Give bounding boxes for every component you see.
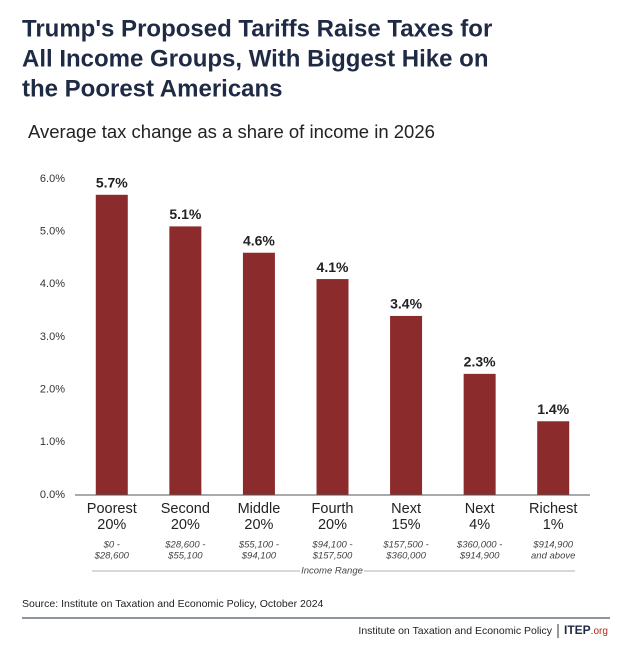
income-range: $914,900 xyxy=(459,551,500,562)
value-label: 3.4% xyxy=(390,296,422,312)
x-tick-label: Poorest xyxy=(87,501,137,517)
y-tick-label: 0.0% xyxy=(40,489,65,501)
income-range-label: Income Range xyxy=(301,566,363,577)
footer-logo: ITEP.org xyxy=(564,623,608,637)
x-tick-label: Middle xyxy=(238,501,281,517)
income-range: $28,600 - xyxy=(164,540,205,551)
bar xyxy=(316,279,349,495)
y-tick-label: 1.0% xyxy=(40,436,65,448)
income-range: and above xyxy=(531,551,575,562)
x-tick-label: 15% xyxy=(392,517,421,533)
bar xyxy=(463,373,496,495)
y-tick-label: 5.0% xyxy=(40,226,65,238)
y-tick-label: 4.0% xyxy=(40,278,65,290)
x-tick-label: Fourth xyxy=(312,501,354,517)
income-range: $55,100 xyxy=(167,551,203,562)
chart-title: Trump's Proposed Tariffs Raise Taxes for xyxy=(22,15,492,42)
income-range: $94,100 xyxy=(241,551,277,562)
x-tick-label: 4% xyxy=(469,517,490,533)
income-range: $914,900 xyxy=(532,540,573,551)
x-tick-label: 20% xyxy=(171,517,200,533)
chart-title: the Poorest Americans xyxy=(22,75,283,102)
bar xyxy=(242,252,275,495)
income-range: $55,100 - xyxy=(238,540,279,551)
value-label: 5.1% xyxy=(169,206,201,222)
bar xyxy=(390,315,423,495)
x-tick-label: Second xyxy=(161,501,210,517)
value-label: 1.4% xyxy=(537,401,569,417)
value-label: 5.7% xyxy=(96,175,128,191)
source: Source: Institute on Taxation and Econom… xyxy=(22,598,324,610)
chart-subtitle: Average tax change as a share of income … xyxy=(28,121,435,142)
x-tick-label: Next xyxy=(465,501,495,517)
income-range: $157,500 xyxy=(312,551,353,562)
income-range: $94,100 - xyxy=(311,540,352,551)
x-tick-label: 20% xyxy=(318,517,347,533)
x-tick-label: 1% xyxy=(543,517,564,533)
chart-title: All Income Groups, With Biggest Hike on xyxy=(22,45,489,72)
income-range: $28,600 xyxy=(94,551,130,562)
x-tick-label: 20% xyxy=(244,517,273,533)
income-range: $0 - xyxy=(103,540,120,551)
income-range: $360,000 xyxy=(385,551,426,562)
y-tick-label: 3.0% xyxy=(40,331,65,343)
bar xyxy=(537,421,570,495)
footer-org: Institute on Taxation and Economic Polic… xyxy=(358,625,552,637)
value-label: 2.3% xyxy=(464,354,496,370)
x-tick-label: Next xyxy=(391,501,421,517)
value-label: 4.1% xyxy=(317,259,349,275)
value-label: 4.6% xyxy=(243,232,275,248)
bar xyxy=(95,194,128,496)
bar xyxy=(169,226,202,495)
income-range: $157,500 - xyxy=(382,540,428,551)
logo: ITEP xyxy=(564,623,591,637)
y-tick-label: 6.0% xyxy=(40,173,65,185)
x-tick-label: Richest xyxy=(529,501,577,517)
income-range: $360,000 - xyxy=(456,540,502,551)
logo-suffix: .org xyxy=(591,626,608,637)
y-tick-label: 2.0% xyxy=(40,384,65,396)
x-tick-label: 20% xyxy=(97,517,126,533)
